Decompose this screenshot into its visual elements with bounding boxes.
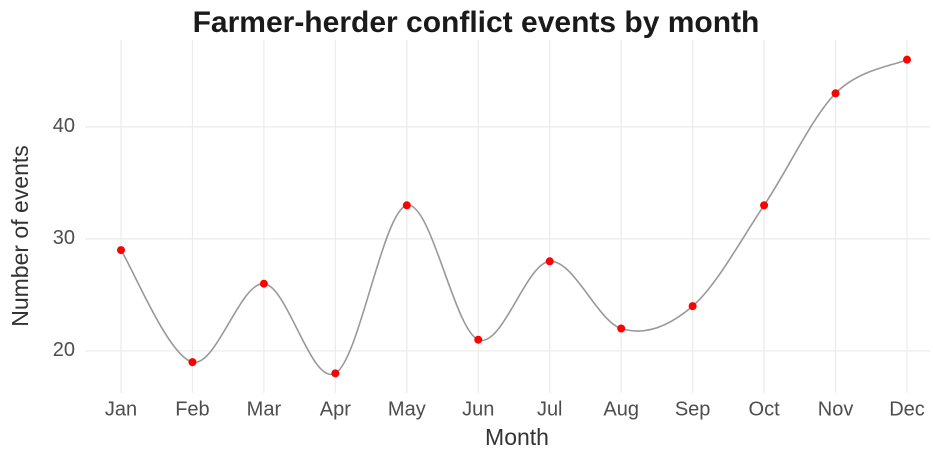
data-point [617, 324, 626, 333]
data-point [259, 279, 268, 288]
x-tick-label: Feb [175, 398, 209, 420]
data-point [760, 201, 769, 210]
x-tick-label: Jun [462, 398, 494, 420]
trend-line [120, 58, 908, 376]
x-axis-label: Month [485, 424, 549, 450]
x-tick-label: Jul [537, 398, 563, 420]
x-tick-label: Apr [320, 398, 351, 420]
y-tick-label: 30 [53, 227, 75, 249]
x-tick-label: Jan [105, 398, 137, 420]
data-point [474, 335, 483, 344]
data-point [331, 369, 340, 378]
x-tick-label: Oct [749, 398, 781, 420]
x-tick-label: Nov [818, 398, 854, 420]
x-tick-label: Dec [889, 398, 925, 420]
y-tick-label: 20 [53, 339, 75, 361]
data-point [188, 358, 197, 367]
data-point [903, 55, 911, 64]
data-point [402, 201, 411, 210]
data-point [831, 89, 840, 98]
y-axis-label: Number of events [7, 145, 33, 327]
y-tick-label: 40 [53, 115, 75, 137]
x-tick-label: Aug [603, 398, 639, 420]
data-point [688, 302, 697, 311]
data-point [117, 246, 125, 255]
chart-title: Farmer-herder conflict events by month [193, 6, 760, 39]
x-tick-label: Sep [675, 398, 711, 420]
x-tick-label: Mar [247, 398, 282, 420]
x-tick-label: May [388, 398, 426, 420]
data-point [545, 257, 554, 266]
